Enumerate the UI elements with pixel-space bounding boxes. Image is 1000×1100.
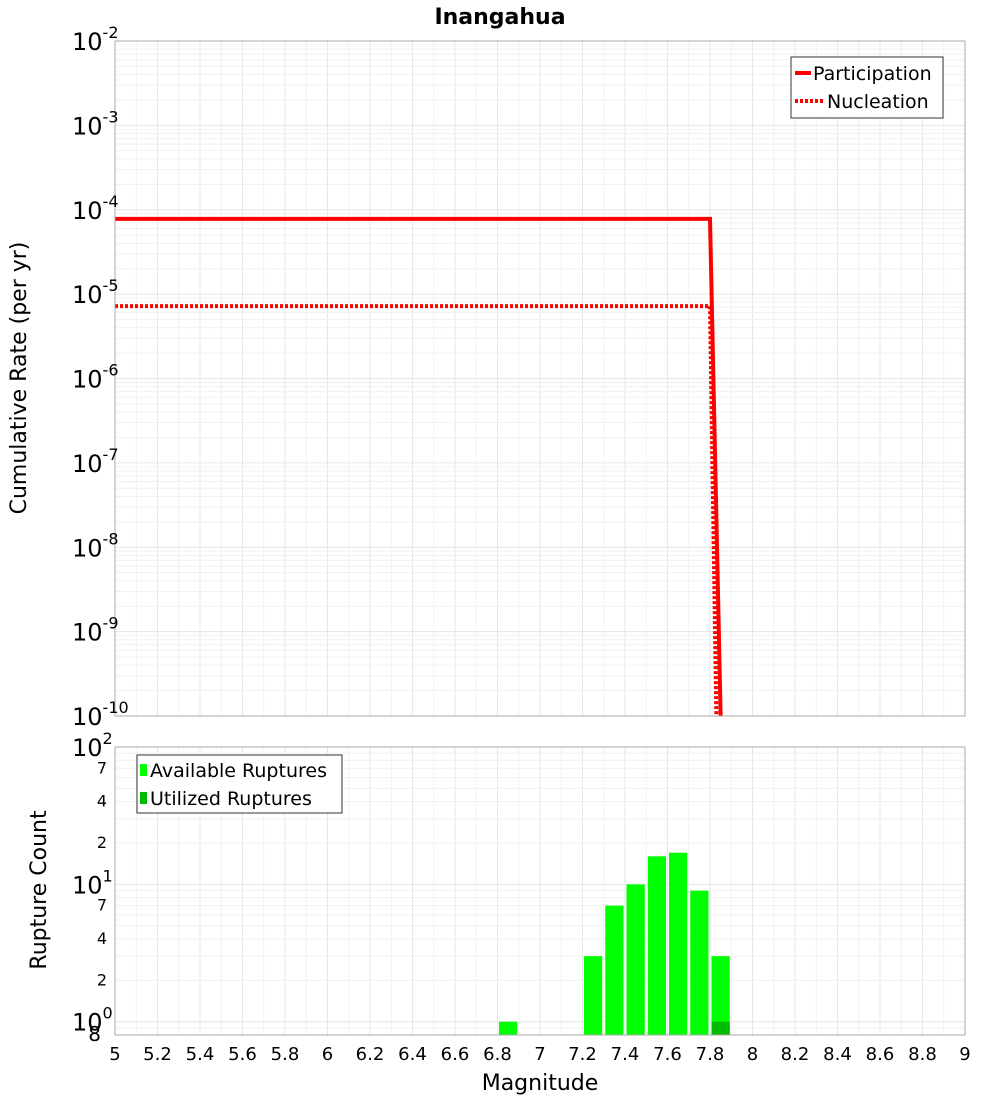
legend-swatch-available <box>140 764 147 776</box>
x-tick-label: 5 <box>109 1044 120 1065</box>
nucleation-line <box>115 304 719 717</box>
bar-series <box>499 852 730 1035</box>
legend-swatch-utilized <box>140 792 147 804</box>
x-tick-label: 7.6 <box>653 1044 682 1065</box>
bar-available-ruptures <box>647 856 666 1035</box>
x-tick-label: 6.2 <box>356 1044 385 1065</box>
top-legend-box <box>790 56 944 119</box>
bottom-plot-frame <box>114 746 966 1036</box>
legend-label-utilized: Utilized Ruptures <box>150 788 312 810</box>
legend-label-available: Available Ruptures <box>150 760 327 782</box>
bar-available-ruptures <box>690 890 709 1035</box>
bottom-y-major-label: 102 <box>72 729 113 762</box>
x-tick-label: 7.8 <box>696 1044 725 1065</box>
x-tick-label: 8.2 <box>781 1044 810 1065</box>
top-y-tick-label: 10-9 <box>72 614 119 647</box>
bar-available-ruptures <box>711 956 730 1035</box>
bar-available-ruptures <box>669 852 688 1035</box>
top-y-axis-label: Cumulative Rate (per yr) <box>7 242 32 515</box>
chart-title: Inangahua <box>434 5 565 30</box>
bottom-y-minor-label: 2 <box>97 833 107 852</box>
x-tick-label: 7.4 <box>611 1044 640 1065</box>
bottom-y-major-label: 101 <box>72 866 113 899</box>
x-tick-label: 6.8 <box>483 1044 512 1065</box>
top-y-tick-label: 10-2 <box>72 23 119 56</box>
line-series <box>115 216 723 717</box>
top-y-tick-label: 10-6 <box>72 361 119 394</box>
x-tick-label: 5.2 <box>143 1044 172 1065</box>
plot-frames <box>114 40 966 1036</box>
x-tick-label: 7.2 <box>568 1044 597 1065</box>
top-y-tick-label: 10-3 <box>72 107 119 140</box>
x-tick-label: 8.4 <box>823 1044 852 1065</box>
bottom-y-axis-label: Rupture Count <box>27 810 52 970</box>
bottom-y-minor-label: 7 <box>97 896 107 915</box>
top-plot-grid <box>114 40 966 717</box>
top-y-tick-label: 10-5 <box>72 276 119 309</box>
top-plot-frame <box>114 40 966 717</box>
legend-label-nucleation: Nucleation <box>827 91 929 113</box>
x-tick-label: 5.4 <box>186 1044 215 1065</box>
top-legend: Participation Nucleation <box>790 56 944 119</box>
x-tick-label: 6.4 <box>398 1044 427 1065</box>
bottom-y-minor-label: 4 <box>97 792 107 811</box>
top-y-tick-label: 10-8 <box>72 529 119 562</box>
bottom-y-minor-label: 2 <box>97 970 107 989</box>
bottom-y-minor-label: 8 <box>88 1022 101 1046</box>
x-tick-label: 7 <box>534 1044 545 1065</box>
x-tick-label: 8.6 <box>866 1044 895 1065</box>
bar-available-ruptures <box>584 956 603 1035</box>
x-tick-label: 6.6 <box>441 1044 470 1065</box>
x-tick-label: 5.6 <box>228 1044 257 1065</box>
x-tick-label: 8.8 <box>908 1044 937 1065</box>
bottom-legend-box <box>136 754 343 814</box>
bar-available-ruptures <box>605 905 624 1035</box>
x-tick-label: 9 <box>959 1044 970 1065</box>
bar-available-ruptures <box>499 1021 518 1035</box>
x-axis-label: Magnitude <box>482 1071 599 1096</box>
bottom-y-major-label: 100 <box>72 1004 113 1037</box>
top-y-tick-label: 10-10 <box>72 698 129 731</box>
axis-tick-labels: 10-2 10-3 10-4 10-5 10-6 10-7 10-8 10-9 10-10102… <box>72 23 971 1065</box>
x-tick-label: 6 <box>322 1044 333 1065</box>
top-y-tick-label: 10-7 <box>72 445 119 478</box>
bar-utilized-ruptures <box>711 1021 730 1035</box>
bar-available-ruptures <box>626 884 645 1035</box>
bottom-legend: Available Ruptures Utilized Ruptures <box>136 754 343 814</box>
participation-line <box>115 216 723 717</box>
x-tick-label: 8 <box>747 1044 758 1065</box>
bottom-y-minor-label: 7 <box>97 758 107 777</box>
legend-label-participation: Participation <box>813 63 932 85</box>
top-y-tick-label: 10-4 <box>72 192 119 225</box>
bottom-y-minor-label: 4 <box>97 929 107 948</box>
x-tick-label: 5.8 <box>271 1044 300 1065</box>
